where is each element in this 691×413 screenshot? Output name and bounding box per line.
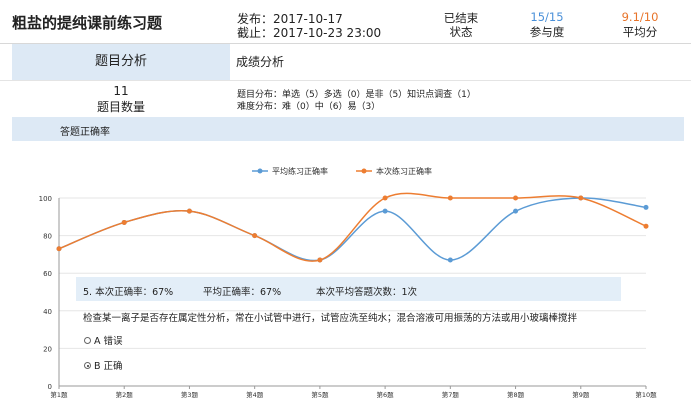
series-point <box>186 208 192 214</box>
x-tick-label: 第2题 <box>116 390 134 399</box>
question-count-label: 题目数量 <box>96 100 145 114</box>
tab-question-analysis[interactable]: 题目分析 <box>12 44 230 80</box>
deadline-date: 截止：2017-10-23 23:00 <box>237 26 382 40</box>
series-point <box>643 223 649 229</box>
x-tick-label: 第3题 <box>181 390 199 399</box>
average-score-value: 9.1/10 <box>621 10 659 24</box>
publish-date: 发布：2017-10-17 <box>237 12 343 26</box>
tab-bar: 题目分析 成绩分析 <box>0 43 691 81</box>
series-point <box>252 233 258 239</box>
series-point <box>447 195 453 201</box>
x-tick-label: 第4题 <box>246 390 264 399</box>
series-point <box>56 246 62 252</box>
difficulty-distribution: 难度分布：难（0）中（6）易（3） <box>237 102 381 112</box>
x-tick-label: 第6题 <box>377 390 395 399</box>
x-tick-label: 第5题 <box>311 390 329 399</box>
series-point <box>447 257 453 263</box>
legend-marker-2 <box>361 168 367 174</box>
series-point <box>513 195 519 201</box>
accuracy-section-header: 答题正确率 <box>12 117 684 141</box>
series-line-2 <box>58 192 647 262</box>
average-score-label: 平均分 <box>622 25 658 39</box>
assignment-title: 粗盐的提纯课前练习题 <box>12 14 163 32</box>
tooltip-question-accuracy: 5. 本次正确率：67% <box>83 287 174 298</box>
x-tick-label: 第7题 <box>442 390 460 399</box>
x-tick-label: 第10题 <box>635 390 657 399</box>
question-count-value: 11 <box>113 84 129 98</box>
x-tick-label: 第8题 <box>507 390 525 399</box>
series-point <box>513 208 519 214</box>
legend-label-1: 平均练习正确率 <box>272 166 328 176</box>
series-point <box>382 195 388 201</box>
series-point <box>643 204 649 210</box>
question-type-distribution: 题目分布：单选（5）多选（0）是非（5）知识点调查（1） <box>237 90 476 100</box>
y-tick-label: 0 <box>48 383 52 391</box>
option-b-label: B 正确 <box>94 361 123 372</box>
series-line-1 <box>58 197 647 262</box>
radio-icon <box>84 337 91 344</box>
y-tick-label: 60 <box>43 270 52 278</box>
status-value: 已结束 <box>443 11 479 25</box>
y-tick-label: 20 <box>43 345 52 353</box>
tooltip-average-accuracy: 平均正确率：67% <box>203 287 282 298</box>
tooltip-attempt-count: 本次平均答题次数：1次 <box>316 287 418 298</box>
option-b: B 正确 <box>84 358 123 372</box>
legend-label-2: 本次练习正确率 <box>376 166 432 176</box>
radio-selected-icon <box>84 362 91 369</box>
series-point <box>578 195 584 201</box>
question-text: 检查某一离子是否存在属定性分析，常在小试管中进行，试管应洗至纯水；混合溶液可用振… <box>83 313 578 324</box>
option-a-label: A 错误 <box>94 336 123 347</box>
y-tick-label: 40 <box>43 308 52 316</box>
series-point <box>382 208 388 214</box>
legend-marker-1 <box>257 168 263 174</box>
accuracy-section-title: 答题正确率 <box>60 127 110 138</box>
tab-score-analysis[interactable]: 成绩分析 <box>236 55 285 69</box>
status-label: 状态 <box>449 25 473 39</box>
participation-value: 15/15 <box>530 10 564 24</box>
participation-label: 参与度 <box>529 25 565 39</box>
series-point <box>317 257 323 263</box>
y-tick-label: 80 <box>43 233 52 241</box>
x-tick-label: 第9题 <box>572 390 590 399</box>
y-tick-label: 100 <box>39 195 52 203</box>
series-point <box>121 219 127 225</box>
question-tooltip: 5. 本次正确率：67% 平均正确率：67% 本次平均答题次数：1次 <box>76 277 621 301</box>
x-tick-label: 第1题 <box>50 390 68 399</box>
option-a: A 错误 <box>84 333 123 347</box>
